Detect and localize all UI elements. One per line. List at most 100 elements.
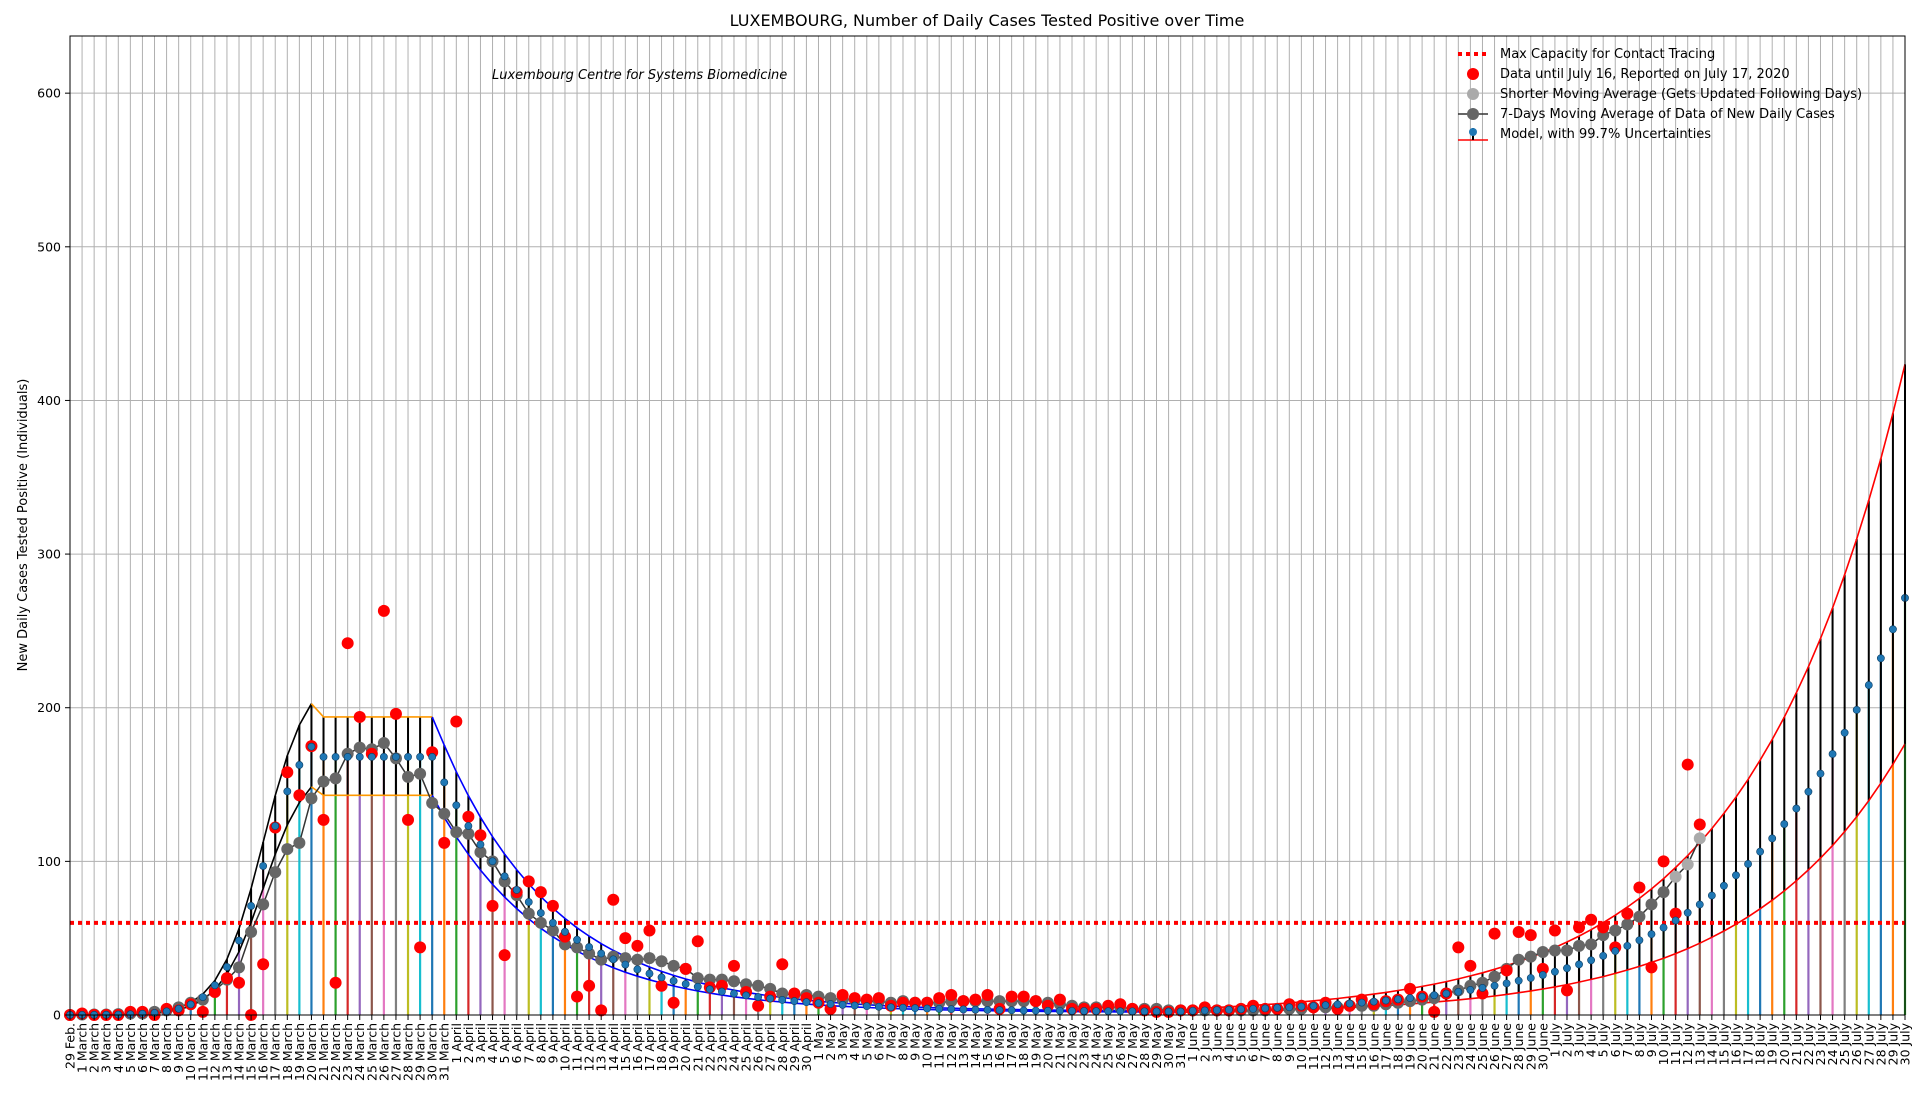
data-point (1464, 959, 1477, 972)
model-point (1068, 1007, 1076, 1015)
x-tick-label: 31 March (437, 1023, 452, 1081)
x-tick-label: 14 April (606, 1023, 621, 1071)
model-point (1454, 987, 1463, 996)
model-point (1490, 981, 1499, 990)
model-point (609, 955, 618, 964)
x-tick-label: 18 May (1016, 1022, 1031, 1068)
data-point (933, 992, 946, 1005)
x-tick-label: 24 July (1825, 1022, 1840, 1065)
model-point (705, 985, 714, 994)
model-point (162, 1007, 171, 1016)
x-tick-label: 18 March (280, 1023, 295, 1081)
x-tick-label: 28 June (1511, 1023, 1526, 1070)
model-point (1526, 974, 1535, 982)
data-point (631, 939, 644, 952)
moving-average-point (1536, 946, 1549, 959)
data-point (1669, 907, 1682, 920)
x-tick-label: 27 May (1125, 1022, 1140, 1068)
x-tick-label: 29 March (413, 1023, 428, 1081)
x-tick-label: 28 May (1137, 1022, 1152, 1068)
x-tick-label: 27 March (389, 1023, 404, 1081)
model-point (1442, 989, 1451, 998)
x-tick-label: 29 July (1885, 1022, 1900, 1065)
x-tick-label: 4 May (847, 1022, 862, 1060)
moving-average-point (1573, 939, 1586, 952)
model-point (1792, 804, 1801, 813)
model-point (1876, 654, 1885, 663)
x-tick-label: 11 June (1306, 1023, 1321, 1070)
x-tick-label: 3 May (835, 1022, 850, 1060)
model-point (862, 1002, 871, 1011)
model-point (1647, 930, 1656, 939)
y-tick-label: 500 (37, 239, 61, 254)
model-point (1575, 960, 1583, 969)
model-point (198, 993, 207, 1001)
x-tick-label: 4 April (485, 1023, 500, 1064)
model-point (1514, 976, 1523, 985)
data-point (1621, 907, 1634, 920)
data-point (1597, 921, 1610, 934)
moving-average-point (269, 866, 282, 879)
model-point (959, 1005, 968, 1014)
model-point (1188, 1006, 1197, 1015)
x-tick-label: 24 March (352, 1023, 367, 1081)
x-tick-label: 9 May (908, 1022, 923, 1060)
x-tick-label: 28 March (401, 1023, 416, 1081)
data-point (377, 604, 390, 617)
x-tick-label: 7 March (147, 1023, 162, 1073)
model-point (1502, 979, 1511, 988)
data-point (860, 993, 873, 1006)
moving-average-point (438, 807, 451, 820)
x-tick-label: 13 March (219, 1023, 234, 1081)
x-tick-label: 24 May (1089, 1022, 1104, 1068)
x-tick-label: 23 May (1077, 1022, 1092, 1068)
data-point (595, 1004, 608, 1017)
moving-average-point (329, 772, 342, 785)
model-point (1080, 1007, 1088, 1015)
x-tick-label: 8 June (1270, 1023, 1285, 1062)
x-tick-label: 7 June (1258, 1023, 1273, 1062)
data-point (1693, 818, 1706, 831)
x-tick-label: 30 May (1161, 1022, 1176, 1068)
model-point (1720, 881, 1728, 890)
x-tick-label: 20 July (1777, 1022, 1792, 1065)
model-point (814, 999, 823, 1008)
moving-average-point (414, 767, 427, 780)
data-point (462, 810, 475, 823)
model-point (452, 801, 461, 810)
x-tick-label: 3 July (1572, 1022, 1587, 1057)
x-tick-label: 27 June (1499, 1023, 1514, 1070)
x-tick-label: 30 June (1535, 1023, 1550, 1070)
data-points (64, 604, 1706, 1021)
model-point (1635, 936, 1644, 945)
x-tick-label: 19 July (1765, 1022, 1780, 1065)
moving-average-point (1609, 924, 1622, 937)
data-point (1488, 927, 1501, 940)
model-point (899, 1003, 907, 1012)
x-tick-label: 26 June (1487, 1023, 1502, 1070)
x-tick-label: 26 April (751, 1023, 766, 1071)
model-point (1152, 1007, 1161, 1016)
x-tick-label: 22 March (328, 1023, 343, 1081)
x-tick-label: 8 July (1632, 1022, 1647, 1057)
model-point (307, 742, 316, 751)
model-point (1587, 956, 1596, 965)
x-tick-label: 28 July (1873, 1022, 1888, 1065)
model-point (1816, 769, 1825, 778)
y-tick-label: 0 (53, 1008, 61, 1023)
x-tick-label: 15 May (980, 1022, 995, 1068)
moving-average-point (691, 972, 704, 985)
model-point (367, 752, 376, 761)
x-tick-label: 22 May (1065, 1022, 1080, 1068)
model-point (585, 943, 594, 951)
x-tick-label: 6 July (1608, 1022, 1623, 1057)
x-tick-label: 17 May (1004, 1022, 1019, 1068)
moving-average-point (402, 770, 415, 783)
model-point (1092, 1007, 1101, 1016)
x-tick-label: 13 April (594, 1023, 609, 1071)
model-point (778, 995, 787, 1004)
y-axis: 0 100 200 300 400 500 600 (37, 86, 70, 1023)
x-tick-label: 24 April (727, 1023, 742, 1071)
legend-swatch-moving-average (1467, 108, 1479, 120)
